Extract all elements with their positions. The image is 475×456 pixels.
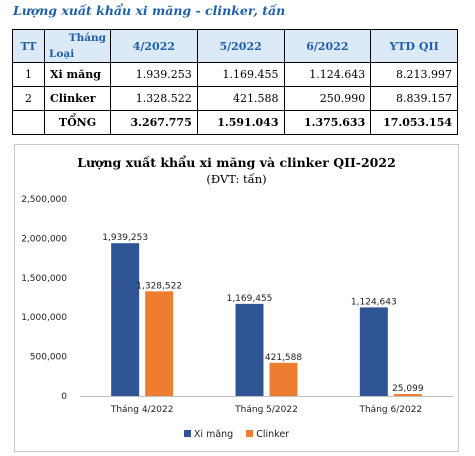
row-value: 1.169.455 [196, 62, 285, 87]
chart-container: Lượng xuất khẩu xi măng và clinker QII-2… [14, 144, 459, 452]
data-label: 421,588 [265, 353, 302, 363]
legend-label-clinker: Clinker [256, 429, 290, 440]
header-type-label: Loại [49, 48, 75, 60]
bar-ximang [235, 303, 264, 396]
row-value: 250.990 [283, 86, 372, 111]
y-tick-label: 1,000,000 [21, 313, 67, 323]
row-value: 1.124.643 [283, 62, 372, 87]
row-value: 421.588 [196, 86, 285, 111]
total-value: 17.053.154 [370, 110, 458, 135]
bar-clinker [145, 291, 174, 396]
header-col-1: 4/2022 [110, 29, 198, 63]
total-value: 3.267.775 [110, 110, 198, 135]
row-name: Xi măng [44, 62, 111, 87]
row-index: 1 [12, 62, 45, 87]
row-value: 1.328.522 [110, 86, 198, 111]
y-tick-label: 0 [61, 392, 67, 402]
legend-swatch-clinker [246, 430, 254, 437]
header-month-label: Tháng [68, 32, 106, 44]
legend-item-ximang: Xi măng [183, 429, 234, 440]
row-value: 8.213.997 [370, 62, 458, 87]
bar-chart: 0 500,000 1,000,000 1,500,000 2,000,000 2,500… [21, 195, 453, 415]
bar-ximang [359, 307, 388, 396]
header-tt: TT [12, 29, 45, 63]
row-name: Clinker [44, 86, 111, 111]
table-row: 1 Xi măng 1.939.253 1.169.455 1.124.643 … [12, 62, 458, 87]
data-label: 1,169,455 [227, 294, 273, 304]
total-label: TỔNG [44, 110, 111, 135]
data-label: 1,124,643 [351, 297, 397, 307]
bar-clinker [393, 394, 422, 396]
header-col-2: 5/2022 [196, 29, 285, 63]
row-value: 1.939.253 [110, 62, 198, 87]
data-label: 1,939,253 [102, 233, 148, 243]
header-col-4: YTD QII [370, 29, 458, 63]
table-header-row: TT Tháng Loại 4/2022 5/2022 6/2022 YTD Q… [12, 29, 458, 63]
total-value: 1.591.043 [196, 110, 285, 135]
legend-label-ximang: Xi măng [193, 429, 234, 440]
legend-swatch-ximang [183, 430, 191, 437]
y-tick-label: 2,500,000 [21, 195, 67, 205]
page-heading: Lượng xuất khẩu xi măng - clinker, tấn [13, 3, 286, 18]
export-table: TT Tháng Loại 4/2022 5/2022 6/2022 YTD Q… [12, 29, 458, 135]
table-row: 2 Clinker 1.328.522 421.588 250.990 8.83… [12, 86, 458, 111]
chart-title: Lượng xuất khẩu xi măng và clinker QII-2… [77, 155, 396, 170]
header-col-3: 6/2022 [283, 29, 372, 63]
row-index: 2 [12, 86, 45, 111]
x-tick-label: Tháng 5/2022 [234, 405, 298, 415]
chart-legend: Xi măng Clinker [15, 429, 458, 440]
y-tick-label: 2,000,000 [21, 234, 67, 244]
header-diagonal: Tháng Loại [44, 29, 111, 63]
table-total-row: TỔNG 3.267.775 1.591.043 1.375.633 17.05… [12, 110, 458, 135]
y-tick-label: 500,000 [30, 353, 67, 363]
bar-clinker [269, 362, 298, 396]
legend-item-clinker: Clinker [246, 429, 289, 440]
x-tick-label: Tháng 6/2022 [358, 405, 422, 415]
data-label: 1,328,522 [136, 281, 182, 291]
x-tick-label: Tháng 4/2022 [110, 405, 174, 415]
row-value: 8.839.157 [370, 86, 458, 111]
total-index-cell [12, 110, 45, 135]
data-label: 25,099 [392, 384, 424, 394]
bar-ximang [111, 243, 140, 396]
chart-subtitle: (ĐVT: tấn) [206, 172, 267, 186]
total-value: 1.375.633 [283, 110, 372, 135]
y-tick-label: 1,500,000 [21, 274, 67, 284]
